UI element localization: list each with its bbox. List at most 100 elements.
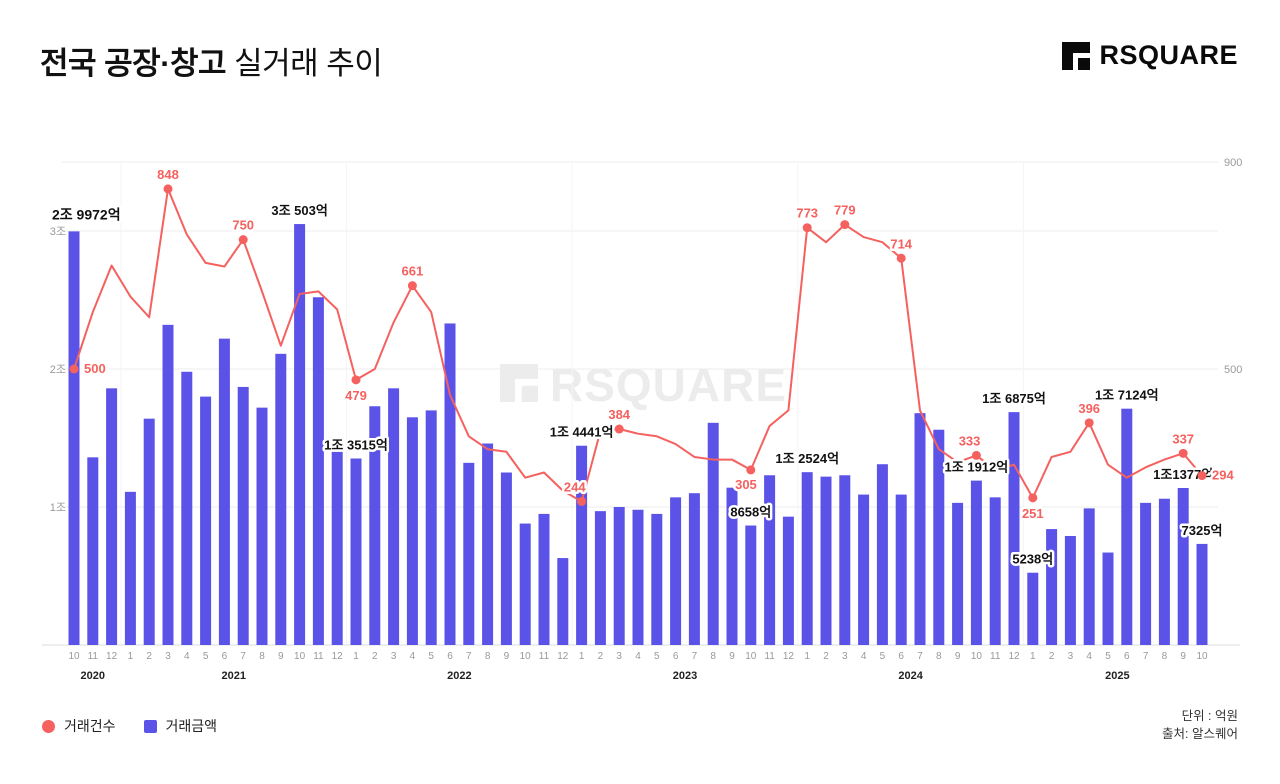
x-month-label: 8 xyxy=(710,651,716,662)
bar-value-label: 1조1377억 xyxy=(1153,467,1213,482)
bar xyxy=(1008,412,1020,645)
x-month-label: 6 xyxy=(222,651,228,662)
bar xyxy=(218,338,230,645)
x-month-label: 9 xyxy=(1180,651,1186,662)
legend-amount-square-icon xyxy=(143,719,157,733)
right-axis-tick-label: 900 xyxy=(1224,157,1242,169)
bar-value-label: 2조 9972억 xyxy=(52,206,121,222)
bar xyxy=(294,224,306,645)
x-month-label: 12 xyxy=(557,651,569,662)
x-month-label: 4 xyxy=(635,651,641,662)
legend-count-dot-icon xyxy=(42,719,55,733)
x-month-label: 5 xyxy=(203,651,209,662)
line-point-dot xyxy=(614,424,624,434)
line-value-label: 384 xyxy=(608,407,630,422)
bar xyxy=(406,417,418,645)
line-point-dot xyxy=(1084,418,1094,428)
line-value-label: 773 xyxy=(796,206,818,221)
line-value-label: 848 xyxy=(157,167,179,182)
bar xyxy=(275,353,287,645)
bar xyxy=(500,472,512,645)
x-month-label: 3 xyxy=(1068,651,1074,662)
x-month-label: 10 xyxy=(745,651,757,662)
x-month-label: 10 xyxy=(971,651,983,662)
x-month-label: 7 xyxy=(917,651,923,662)
x-month-label: 2 xyxy=(146,651,152,662)
legend-item-count: 거래건수 xyxy=(42,716,116,736)
x-month-label: 4 xyxy=(1086,651,1092,662)
rsquare-logo-icon xyxy=(1062,41,1091,70)
bar xyxy=(1196,543,1208,645)
bar xyxy=(914,413,926,645)
line-value-label: 294 xyxy=(1212,468,1234,483)
x-month-label: 6 xyxy=(673,651,679,662)
bar xyxy=(707,422,719,645)
x-month-label: 4 xyxy=(184,651,190,662)
bar xyxy=(1158,498,1170,645)
x-year-label: 2022 xyxy=(447,670,471,682)
transaction-count-line xyxy=(73,187,1203,503)
x-month-label: 11 xyxy=(990,651,1001,662)
x-month-label: 2 xyxy=(372,651,378,662)
bar xyxy=(162,324,174,645)
header: 전국 공장·창고 실거래 추이 RSQUARE xyxy=(40,38,1238,83)
legend-item-amount: 거래금액 xyxy=(143,716,217,736)
x-month-label: 1 xyxy=(128,651,134,662)
bar xyxy=(350,458,362,645)
line-value-label: 396 xyxy=(1078,401,1100,416)
x-month-label: 1 xyxy=(1030,651,1036,662)
bar xyxy=(388,388,400,645)
bar-value-label: 1조 1912억 xyxy=(945,460,1009,475)
line-value-label: 750 xyxy=(232,218,254,233)
line-point-dot xyxy=(69,364,79,374)
bar xyxy=(820,476,832,645)
bar xyxy=(688,493,700,645)
bar xyxy=(594,511,606,645)
x-month-label: 8 xyxy=(259,651,265,662)
bar xyxy=(331,451,343,645)
bar xyxy=(1027,572,1039,645)
bar xyxy=(858,494,870,645)
bar xyxy=(933,429,945,645)
bar xyxy=(576,445,588,645)
x-year-label: 2020 xyxy=(81,670,105,682)
unit-note: 단위 : 억원 xyxy=(1181,709,1238,723)
x-month-label: 1 xyxy=(353,651,359,662)
source-note: 단위 : 억원 출처: 알스퀘어 xyxy=(1162,708,1238,743)
bar xyxy=(444,323,456,645)
x-month-label: 10 xyxy=(1196,651,1208,662)
x-month-label: 12 xyxy=(1008,651,1020,662)
x-month-label: 7 xyxy=(692,651,698,662)
x-month-label: 2 xyxy=(823,651,829,662)
x-month-label: 10 xyxy=(68,651,80,662)
x-month-label: 12 xyxy=(783,651,795,662)
bar xyxy=(68,231,80,645)
x-year-label: 2023 xyxy=(673,670,697,682)
x-month-label: 11 xyxy=(313,651,324,662)
x-month-label: 4 xyxy=(410,651,416,662)
x-year-label: 2025 xyxy=(1105,670,1129,682)
x-month-label: 1 xyxy=(804,651,810,662)
bar xyxy=(519,523,531,645)
x-month-label: 4 xyxy=(861,651,867,662)
chart-area: RSQUARE 1조 2조 3조 500 900 10 11 12 1 2 3 4 5 6 7 8 9 10 11 1… xyxy=(0,130,1280,700)
x-year-label: 2024 xyxy=(898,670,923,682)
bar xyxy=(106,388,118,645)
page-title: 전국 공장·창고 실거래 추이 xyxy=(40,38,383,83)
bar xyxy=(1064,535,1076,645)
bar-value-label: 3조 503억 xyxy=(271,203,327,218)
bar xyxy=(651,513,663,645)
line-value-label: 714 xyxy=(890,236,912,251)
bar xyxy=(801,472,813,645)
bar xyxy=(952,502,964,645)
bar xyxy=(726,487,738,645)
bar-value-label: 1조 3515억 xyxy=(324,437,388,452)
bar xyxy=(538,513,550,645)
x-month-label: 11 xyxy=(88,651,99,662)
bar xyxy=(369,406,381,645)
line-point-dot xyxy=(163,184,173,194)
x-month-label: 11 xyxy=(764,651,775,662)
bar xyxy=(670,497,682,645)
bar xyxy=(745,525,757,645)
bar xyxy=(482,443,494,645)
